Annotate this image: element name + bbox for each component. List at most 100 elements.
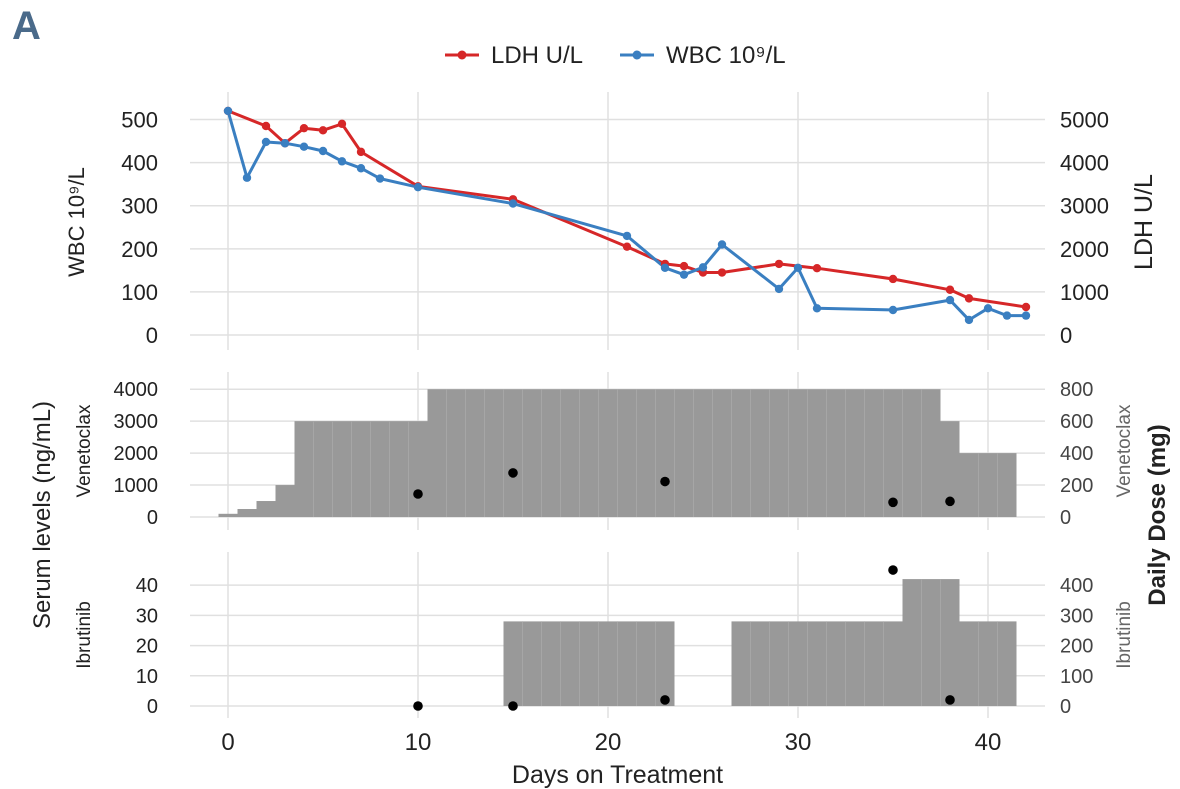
serum-level-point bbox=[660, 695, 670, 705]
serum-level-point bbox=[508, 468, 518, 478]
daily-dose-label: Daily Dose (mg) bbox=[1144, 424, 1171, 605]
serum-level-point bbox=[945, 496, 955, 507]
wbc-point bbox=[508, 199, 518, 208]
wbc-point bbox=[679, 270, 689, 279]
series-lines bbox=[226, 109, 1027, 322]
wbc-point bbox=[318, 146, 328, 156]
ldh-point bbox=[356, 147, 366, 157]
x-tick-label: 10 bbox=[405, 729, 432, 756]
wbc-point bbox=[413, 182, 423, 192]
ldh-point bbox=[964, 294, 974, 303]
wbc-point bbox=[964, 315, 974, 325]
y-axis-label-ibrutinib-serum: Ibrutinib bbox=[74, 601, 95, 669]
dose-bar bbox=[503, 621, 675, 706]
tick-label-wbc: 400 bbox=[121, 151, 158, 176]
wbc-point bbox=[356, 164, 366, 173]
tick-label-dose: 200 bbox=[1060, 636, 1093, 658]
dose-bar bbox=[940, 421, 960, 517]
ldh-point bbox=[774, 259, 784, 269]
wbc-point bbox=[280, 139, 290, 148]
serum-level-point bbox=[413, 701, 423, 711]
dose-bars bbox=[218, 389, 1017, 706]
wbc-series-line bbox=[226, 110, 1026, 322]
y-axis-label-wbc: WBC 10⁹/L bbox=[64, 167, 89, 277]
tick-label-serum: 30 bbox=[136, 605, 158, 627]
tick-label-serum: 20 bbox=[136, 636, 158, 658]
x-axis-label: Days on Treatment bbox=[512, 761, 723, 789]
serum-level-point bbox=[888, 565, 898, 575]
wbc-point bbox=[717, 240, 727, 249]
tick-label-ldh: 0 bbox=[1060, 323, 1072, 348]
wbc-point bbox=[774, 284, 784, 294]
tick-label-serum: 10 bbox=[136, 666, 158, 688]
dose-bar bbox=[275, 485, 295, 517]
wbc-point bbox=[698, 263, 708, 272]
wbc-point bbox=[1002, 311, 1012, 320]
dose-bar bbox=[902, 579, 960, 706]
wbc-point bbox=[793, 263, 803, 272]
tick-label-dose: 800 bbox=[1060, 379, 1093, 401]
tick-label-dose: 400 bbox=[1060, 575, 1093, 597]
wbc-point bbox=[983, 304, 993, 313]
data-points bbox=[223, 106, 1031, 711]
serum-level-point bbox=[413, 489, 423, 499]
ldh-point bbox=[337, 119, 347, 129]
tick-label-serum: 0 bbox=[147, 696, 158, 718]
tick-label-dose: 300 bbox=[1060, 605, 1093, 627]
wbc-point bbox=[242, 173, 252, 182]
legend-label: WBC 10⁹/L bbox=[666, 42, 786, 69]
wbc-point bbox=[299, 142, 309, 151]
ldh-point bbox=[318, 126, 328, 135]
ldh-point bbox=[717, 268, 727, 277]
legend-key-point bbox=[632, 50, 642, 60]
panel-label: A bbox=[12, 4, 41, 48]
tick-label-serum: 4000 bbox=[114, 379, 159, 401]
x-tick-label: 20 bbox=[595, 729, 622, 756]
serum-level-point bbox=[508, 701, 518, 711]
tick-label-wbc: 0 bbox=[146, 323, 158, 348]
wbc-point bbox=[945, 295, 955, 305]
tick-label-ldh: 4000 bbox=[1060, 151, 1109, 176]
dose-bar bbox=[256, 501, 276, 517]
dose-bar bbox=[218, 513, 238, 517]
y-axis-label-ldh: LDH U/L bbox=[1130, 174, 1158, 270]
axis-labels: WBC 10⁹/L LDH U/L Venetoclax Venetoclax Ibru… bbox=[29, 167, 1171, 789]
legend-key-point bbox=[457, 50, 467, 60]
tick-label-serum: 2000 bbox=[114, 443, 159, 465]
ldh-point bbox=[945, 285, 955, 294]
tick-label-ldh: 2000 bbox=[1060, 237, 1109, 262]
tick-label-dose: 0 bbox=[1060, 507, 1071, 529]
legend-label: LDH U/L bbox=[491, 42, 583, 69]
tick-label-serum: 3000 bbox=[114, 411, 159, 433]
ldh-point bbox=[261, 121, 271, 131]
tick-label-wbc: 500 bbox=[121, 108, 158, 133]
legend: LDH U/L WBC 10⁹/L bbox=[445, 42, 786, 69]
tick-label-dose: 200 bbox=[1060, 475, 1093, 497]
tick-label-serum: 0 bbox=[147, 507, 158, 529]
wbc-point bbox=[1021, 311, 1031, 320]
ldh-point bbox=[1021, 302, 1031, 312]
ldh-point bbox=[812, 264, 822, 273]
serum-level-point bbox=[945, 695, 955, 705]
ldh-point bbox=[299, 123, 309, 133]
y-axis-label-venetoclax-serum: Venetoclax bbox=[74, 404, 95, 497]
ldh-point bbox=[679, 261, 689, 271]
serum-level-point bbox=[660, 476, 670, 487]
wbc-point bbox=[622, 231, 632, 241]
wbc-point bbox=[660, 263, 670, 272]
wbc-point bbox=[337, 157, 347, 166]
x-tick-label: 40 bbox=[975, 729, 1002, 756]
serum-level-point bbox=[888, 497, 898, 508]
tick-label-ldh: 3000 bbox=[1060, 194, 1109, 219]
dose-bar bbox=[731, 621, 903, 706]
tick-label-serum: 40 bbox=[136, 575, 158, 597]
tick-label-dose: 400 bbox=[1060, 443, 1093, 465]
dose-bar bbox=[237, 509, 257, 517]
tick-label-dose: 0 bbox=[1060, 696, 1071, 718]
tick-label-ldh: 5000 bbox=[1060, 108, 1109, 133]
ldh-series-line bbox=[227, 109, 1027, 309]
serum-levels-label: Serum levels (ng/mL) bbox=[29, 401, 56, 629]
tick-label-ldh: 1000 bbox=[1060, 280, 1109, 305]
tick-label-dose: 600 bbox=[1060, 411, 1093, 433]
